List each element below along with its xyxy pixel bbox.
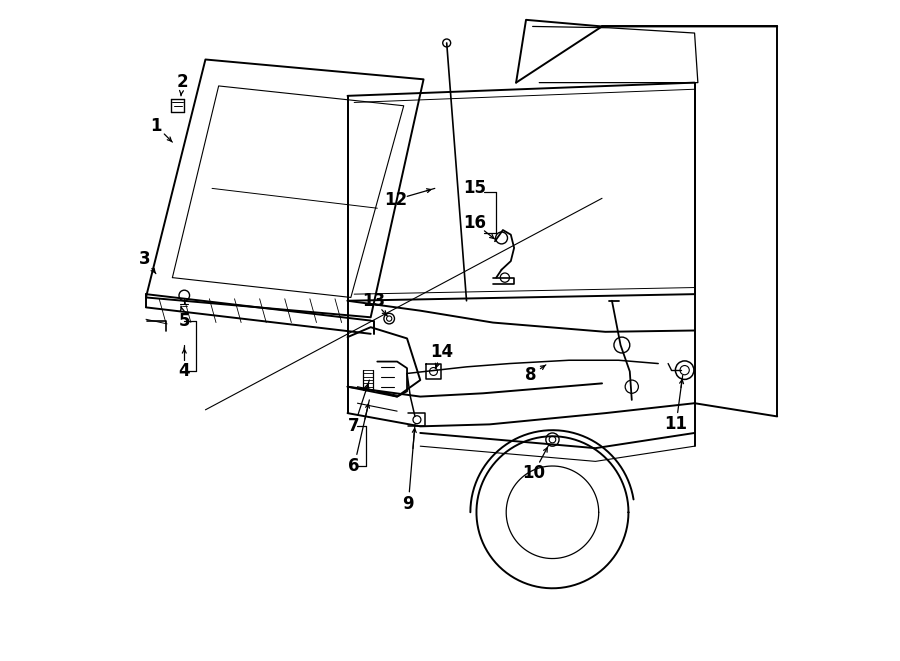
- Text: 15: 15: [464, 179, 487, 198]
- Text: 10: 10: [522, 463, 545, 482]
- Text: 3: 3: [139, 250, 150, 268]
- Text: 14: 14: [430, 342, 453, 361]
- Text: 5: 5: [178, 311, 190, 330]
- Text: 12: 12: [384, 190, 408, 209]
- Text: 7: 7: [348, 417, 360, 436]
- Text: 9: 9: [402, 494, 414, 513]
- Text: 16: 16: [464, 214, 487, 233]
- Text: 11: 11: [664, 415, 688, 434]
- Text: 2: 2: [176, 73, 188, 91]
- Text: 13: 13: [363, 292, 385, 310]
- Text: 8: 8: [525, 366, 536, 385]
- Text: 1: 1: [150, 116, 162, 135]
- Text: 6: 6: [348, 457, 360, 475]
- Text: 4: 4: [178, 362, 190, 381]
